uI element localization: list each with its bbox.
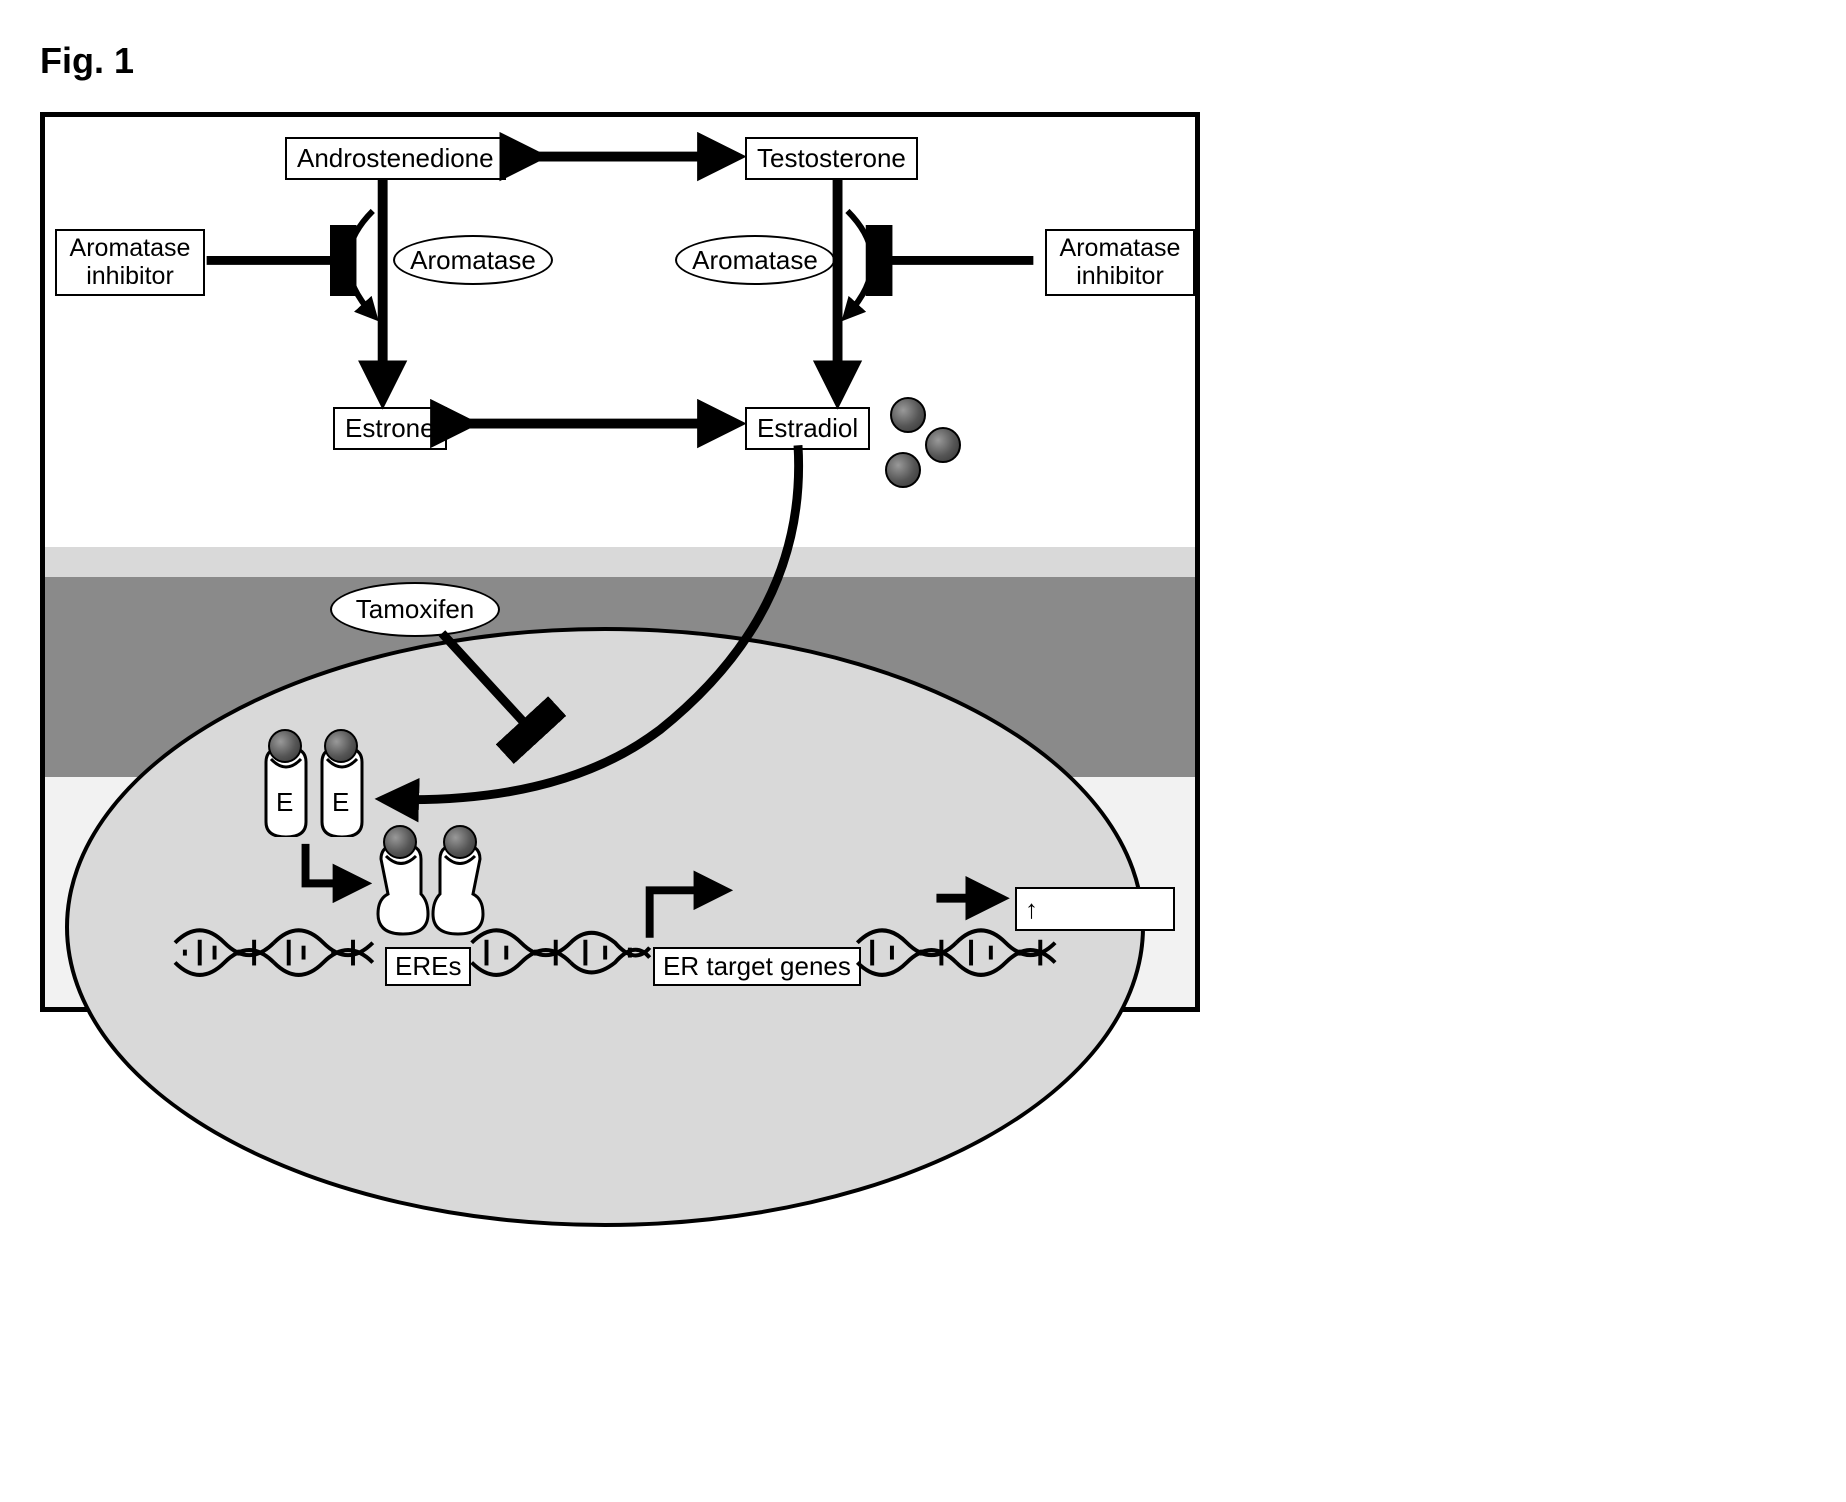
- aromatase-inhibitor-right-box: Aromatase inhibitor: [1045, 229, 1195, 296]
- membrane-region: [45, 547, 1195, 577]
- receptor-e-label: E: [276, 787, 293, 818]
- output-box: ↑: [1015, 887, 1175, 931]
- ligand-ball-icon: [383, 825, 417, 859]
- extracellular-region: [45, 117, 1195, 547]
- androstenedione-box: Androstenedione: [285, 137, 506, 180]
- estradiol-molecule-icon: [925, 427, 961, 463]
- er-target-genes-label: ER target genes: [653, 947, 861, 986]
- tamoxifen-ellipse: Tamoxifen: [330, 582, 500, 637]
- receptor-e-label: E: [332, 787, 349, 818]
- nucleus-region: [65, 627, 1145, 1227]
- ligand-ball-icon: [268, 729, 302, 763]
- aromatase-right-ellipse: Aromatase: [675, 235, 835, 285]
- estrone-box: Estrone: [333, 407, 447, 450]
- diagram-container: Androstenedione Testosterone Aromatase i…: [40, 112, 1200, 1012]
- testosterone-box: Testosterone: [745, 137, 918, 180]
- estradiol-box: Estradiol: [745, 407, 870, 450]
- estradiol-molecule-icon: [885, 452, 921, 488]
- aromatase-left-ellipse: Aromatase: [393, 235, 553, 285]
- estradiol-molecule-icon: [890, 397, 926, 433]
- aromatase-inhibitor-left-box: Aromatase inhibitor: [55, 229, 205, 296]
- up-arrow-icon: ↑: [1025, 894, 1038, 925]
- ligand-ball-icon: [443, 825, 477, 859]
- ligand-ball-icon: [324, 729, 358, 763]
- figure-title: Fig. 1: [40, 40, 1806, 82]
- eres-label: EREs: [385, 947, 471, 986]
